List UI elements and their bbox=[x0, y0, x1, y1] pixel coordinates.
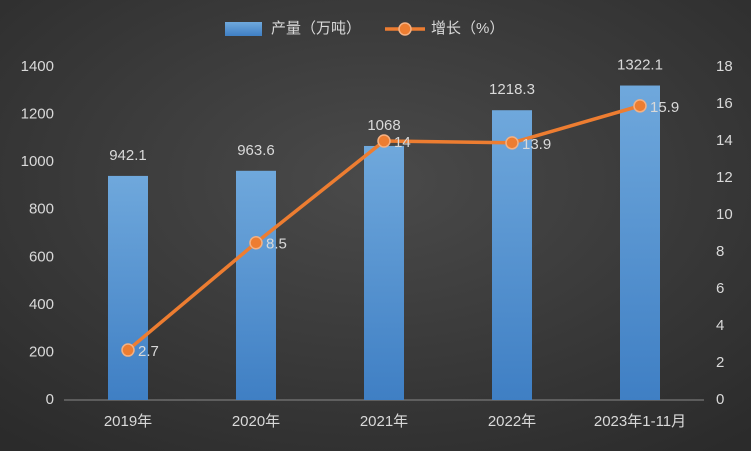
bar-value-label: 1218.3 bbox=[489, 81, 535, 98]
y-tick-label: 1200 bbox=[21, 106, 54, 123]
bar bbox=[620, 85, 660, 401]
y2-tick-label: 12 bbox=[716, 169, 733, 186]
legend-swatch bbox=[225, 22, 262, 36]
line-value-label: 13.9 bbox=[522, 136, 551, 153]
line-marker bbox=[377, 134, 391, 148]
x-tick-label: 2022年 bbox=[488, 413, 536, 430]
bar-value-label: 1068 bbox=[367, 117, 400, 134]
bar bbox=[236, 170, 276, 400]
y2-tick-label: 8 bbox=[716, 243, 724, 260]
y-tick-label: 1400 bbox=[21, 58, 54, 75]
y-tick-label: 200 bbox=[29, 343, 54, 360]
y2-tick-label: 16 bbox=[716, 95, 733, 112]
legend-swatch bbox=[398, 22, 412, 36]
line-marker bbox=[633, 99, 647, 113]
bar bbox=[492, 110, 532, 401]
line-value-label: 15.9 bbox=[650, 99, 679, 116]
bar-value-label: 963.6 bbox=[237, 142, 275, 159]
line-marker bbox=[249, 236, 263, 250]
line-value-label: 2.7 bbox=[138, 343, 159, 360]
y2-tick-label: 10 bbox=[716, 206, 733, 223]
y2-tick-label: 0 bbox=[716, 391, 724, 408]
x-tick-label: 2019年 bbox=[104, 413, 152, 430]
bar bbox=[364, 145, 404, 400]
x-tick-label: 2021年 bbox=[360, 413, 408, 430]
y2-tick-label: 2 bbox=[716, 354, 724, 371]
bar bbox=[108, 175, 148, 400]
x-tick-label: 2020年 bbox=[232, 413, 280, 430]
line-value-label: 14 bbox=[394, 134, 411, 151]
line-marker bbox=[121, 343, 135, 357]
line-value-label: 8.5 bbox=[266, 236, 287, 253]
bar-value-label: 942.1 bbox=[109, 147, 147, 164]
line-marker bbox=[505, 136, 519, 150]
y-tick-label: 600 bbox=[29, 248, 54, 265]
y-tick-label: 0 bbox=[46, 391, 54, 408]
y2-tick-label: 18 bbox=[716, 58, 733, 75]
bar-value-label: 1322.1 bbox=[617, 56, 663, 73]
legend-label: 增长（%） bbox=[431, 20, 504, 37]
y2-tick-label: 14 bbox=[716, 132, 733, 149]
y2-tick-label: 4 bbox=[716, 317, 724, 334]
y-tick-label: 400 bbox=[29, 296, 54, 313]
y-tick-label: 800 bbox=[29, 201, 54, 218]
y2-tick-label: 6 bbox=[716, 280, 724, 297]
y-tick-label: 1000 bbox=[21, 153, 54, 170]
legend-label: 产量（万吨） bbox=[271, 20, 361, 37]
x-tick-label: 2023年1-11月 bbox=[594, 413, 686, 430]
